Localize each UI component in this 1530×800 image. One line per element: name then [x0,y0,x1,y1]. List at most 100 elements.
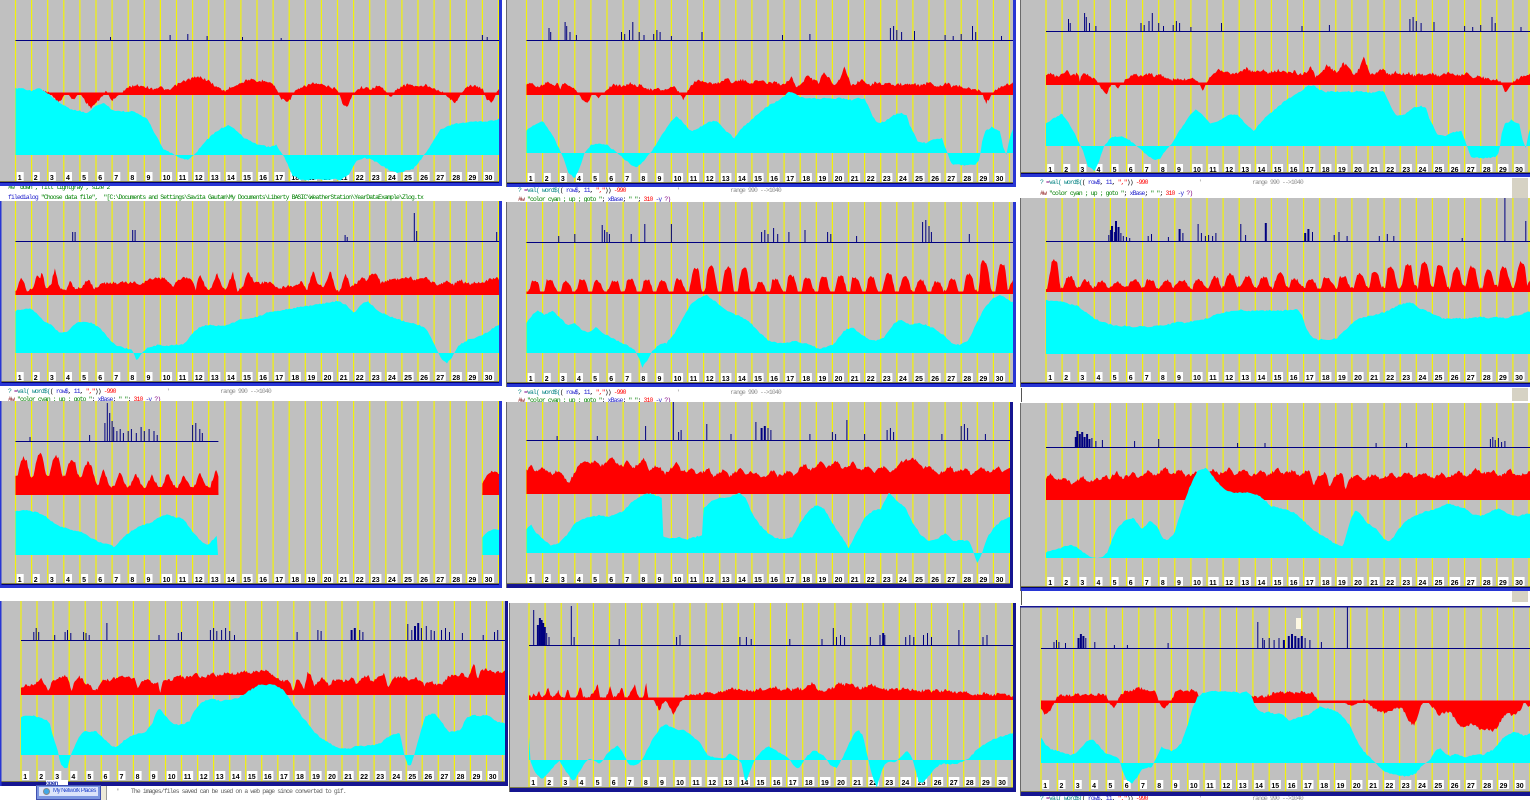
svg-text:12: 12 [1225,580,1233,587]
svg-text:20: 20 [1354,167,1362,174]
svg-text:10: 10 [163,375,171,382]
svg-text:7: 7 [1141,783,1145,790]
svg-text:6: 6 [104,774,108,781]
svg-text:8: 8 [1161,375,1165,382]
svg-text:10: 10 [674,376,682,383]
svg-text:7: 7 [114,175,118,182]
svg-text:29: 29 [980,176,988,183]
svg-text:25: 25 [404,175,412,182]
svg-text:3: 3 [50,577,54,584]
svg-text:4: 4 [1097,167,1101,174]
svg-text:3: 3 [1080,580,1084,587]
svg-text:10: 10 [1190,783,1198,790]
svg-text:4: 4 [580,780,584,787]
svg-text:27: 27 [947,376,955,383]
svg-text:25: 25 [915,577,923,584]
svg-text:2: 2 [1060,783,1064,790]
svg-text:2: 2 [34,375,38,382]
svg-text:2: 2 [545,176,549,183]
svg-text:23: 23 [376,774,384,781]
svg-text:23: 23 [883,376,891,383]
svg-text:30: 30 [1515,580,1523,587]
svg-text:17: 17 [1306,580,1314,587]
svg-text:8: 8 [136,774,140,781]
svg-text:28: 28 [452,577,460,584]
svg-text:5: 5 [82,577,86,584]
svg-text:21: 21 [340,375,348,382]
svg-text:14: 14 [227,175,235,182]
svg-text:13: 13 [724,780,732,787]
svg-text:5: 5 [1113,375,1117,382]
svg-text:5: 5 [596,780,600,787]
svg-text:20: 20 [1354,375,1362,382]
svg-text:4: 4 [577,376,581,383]
svg-text:14: 14 [738,176,746,183]
svg-text:9: 9 [660,780,664,787]
svg-text:29: 29 [473,774,481,781]
svg-text:30: 30 [485,375,493,382]
svg-text:9: 9 [147,375,151,382]
svg-text:29: 29 [980,376,988,383]
svg-text:8: 8 [641,376,645,383]
svg-text:2: 2 [34,175,38,182]
svg-text:14: 14 [1258,167,1266,174]
svg-text:1: 1 [531,780,535,787]
svg-text:11: 11 [179,577,187,584]
svg-text:16: 16 [773,780,781,787]
svg-text:28: 28 [452,175,460,182]
svg-text:19: 19 [821,780,829,787]
svg-text:24: 24 [392,774,400,781]
svg-text:21: 21 [851,376,859,383]
svg-text:9: 9 [152,774,156,781]
svg-text:15: 15 [1271,783,1279,790]
svg-text:11: 11 [1209,167,1217,174]
svg-text:18: 18 [802,577,810,584]
svg-text:21: 21 [1370,167,1378,174]
svg-text:26: 26 [420,175,428,182]
svg-text:4: 4 [1097,580,1101,587]
svg-text:26: 26 [420,375,428,382]
svg-text:26: 26 [931,176,939,183]
svg-text:26: 26 [424,774,432,781]
svg-text:1: 1 [18,175,22,182]
svg-text:19: 19 [308,375,316,382]
svg-text:24: 24 [1419,167,1427,174]
svg-text:4: 4 [577,176,581,183]
svg-text:13: 13 [211,577,219,584]
svg-text:16: 16 [259,375,267,382]
svg-text:13: 13 [211,375,219,382]
svg-text:11: 11 [179,175,187,182]
svg-text:21: 21 [340,175,348,182]
svg-text:10: 10 [1193,580,1201,587]
svg-text:22: 22 [356,175,364,182]
svg-text:26: 26 [1451,783,1459,790]
svg-text:15: 15 [243,175,251,182]
svg-text:15: 15 [1274,580,1282,587]
svg-text:8: 8 [130,175,134,182]
svg-text:24: 24 [388,577,396,584]
svg-text:5: 5 [593,376,597,383]
svg-text:23: 23 [1402,375,1410,382]
svg-text:8: 8 [130,375,134,382]
svg-text:5: 5 [82,175,86,182]
svg-text:23: 23 [372,175,380,182]
svg-text:20: 20 [835,176,843,183]
svg-text:14: 14 [741,780,749,787]
svg-text:10: 10 [163,577,171,584]
svg-text:5: 5 [593,176,597,183]
svg-text:17: 17 [786,577,794,584]
svg-text:22: 22 [360,774,368,781]
svg-text:27: 27 [441,774,449,781]
svg-text:18: 18 [802,376,810,383]
svg-text:24: 24 [899,376,907,383]
svg-text:29: 29 [982,780,990,787]
svg-text:30: 30 [1515,167,1523,174]
svg-text:19: 19 [819,577,827,584]
svg-text:15: 15 [1274,167,1282,174]
svg-text:6: 6 [1129,580,1133,587]
svg-text:30: 30 [1515,375,1523,382]
svg-text:15: 15 [243,375,251,382]
svg-text:30: 30 [485,577,493,584]
svg-text:3: 3 [55,774,59,781]
svg-text:5: 5 [593,577,597,584]
